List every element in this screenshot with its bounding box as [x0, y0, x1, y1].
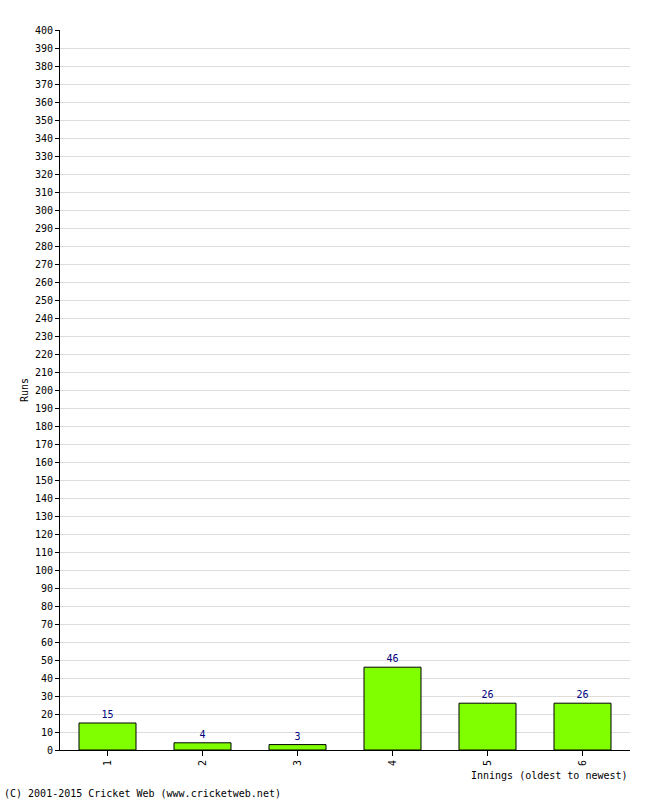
svg-text:(C) 2001-2015 Cricket Web (www: (C) 2001-2015 Cricket Web (www.cricketwe… — [4, 788, 281, 799]
svg-text:340: 340 — [35, 133, 53, 144]
svg-text:100: 100 — [35, 565, 53, 576]
svg-text:400: 400 — [35, 25, 53, 36]
svg-text:160: 160 — [35, 457, 53, 468]
svg-text:0: 0 — [47, 745, 53, 756]
svg-text:310: 310 — [35, 187, 53, 198]
svg-text:26: 26 — [481, 689, 493, 700]
svg-text:370: 370 — [35, 79, 53, 90]
svg-text:220: 220 — [35, 349, 53, 360]
svg-text:10: 10 — [41, 727, 53, 738]
svg-text:26: 26 — [576, 689, 588, 700]
svg-text:Runs: Runs — [19, 378, 30, 402]
svg-text:30: 30 — [41, 691, 53, 702]
svg-text:50: 50 — [41, 655, 53, 666]
svg-text:120: 120 — [35, 529, 53, 540]
svg-text:200: 200 — [35, 385, 53, 396]
svg-text:320: 320 — [35, 169, 53, 180]
svg-text:70: 70 — [41, 619, 53, 630]
svg-text:Innings (oldest to newest): Innings (oldest to newest) — [471, 770, 628, 781]
svg-text:250: 250 — [35, 295, 53, 306]
svg-text:6: 6 — [577, 760, 588, 766]
svg-text:3: 3 — [294, 731, 300, 742]
svg-text:260: 260 — [35, 277, 53, 288]
svg-text:390: 390 — [35, 43, 53, 54]
svg-text:40: 40 — [41, 673, 53, 684]
svg-text:170: 170 — [35, 439, 53, 450]
svg-text:350: 350 — [35, 115, 53, 126]
svg-text:300: 300 — [35, 205, 53, 216]
svg-text:90: 90 — [41, 583, 53, 594]
svg-text:80: 80 — [41, 601, 53, 612]
svg-text:240: 240 — [35, 313, 53, 324]
svg-text:330: 330 — [35, 151, 53, 162]
svg-text:46: 46 — [386, 653, 398, 664]
svg-text:4: 4 — [387, 760, 398, 766]
svg-text:270: 270 — [35, 259, 53, 270]
svg-text:110: 110 — [35, 547, 53, 558]
svg-text:3: 3 — [292, 760, 303, 766]
svg-text:140: 140 — [35, 493, 53, 504]
svg-text:190: 190 — [35, 403, 53, 414]
svg-text:15: 15 — [101, 709, 113, 720]
svg-text:280: 280 — [35, 241, 53, 252]
svg-text:380: 380 — [35, 61, 53, 72]
svg-text:1: 1 — [102, 760, 113, 766]
svg-text:210: 210 — [35, 367, 53, 378]
svg-text:2: 2 — [197, 760, 208, 766]
svg-text:180: 180 — [35, 421, 53, 432]
svg-text:4: 4 — [199, 729, 205, 740]
svg-text:360: 360 — [35, 97, 53, 108]
svg-text:150: 150 — [35, 475, 53, 486]
svg-text:5: 5 — [482, 760, 493, 766]
svg-text:20: 20 — [41, 709, 53, 720]
svg-text:60: 60 — [41, 637, 53, 648]
svg-text:290: 290 — [35, 223, 53, 234]
svg-text:130: 130 — [35, 511, 53, 522]
svg-text:230: 230 — [35, 331, 53, 342]
